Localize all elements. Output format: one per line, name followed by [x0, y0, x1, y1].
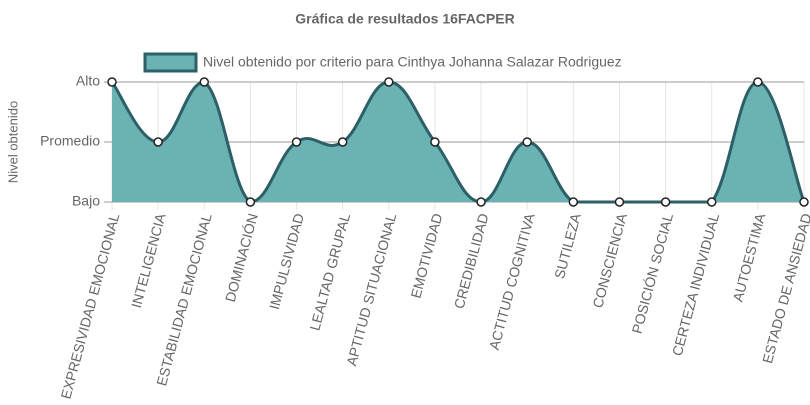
point — [199, 77, 210, 87]
legend-swatch — [143, 52, 198, 73]
point — [245, 197, 256, 207]
x-tick-label: POSICIÓN SOCIAL — [629, 211, 677, 335]
x-tick-label: SUTILEZA — [551, 211, 584, 280]
x-tick-label: IMPULSIVIDAD — [266, 212, 307, 312]
y-tick-label: Alto — [76, 73, 100, 89]
x-tick-label: CERTEZA INDIVIDUAL — [669, 211, 722, 357]
x-tick-label: INTELIGENCIA — [128, 211, 169, 310]
x-tick-label: AUTOESTIMA — [729, 211, 768, 303]
point — [430, 137, 440, 147]
x-tick-label: EMOTIVIDAD — [407, 212, 445, 300]
x-tick-label: APTITUD SITUACIONAL — [343, 211, 399, 367]
point — [476, 197, 486, 207]
point — [568, 197, 579, 207]
point — [291, 137, 302, 147]
point — [614, 197, 625, 207]
point — [337, 137, 348, 147]
x-tick-label: CONSCIENCIA — [589, 211, 630, 310]
point — [153, 137, 163, 147]
y-tick-label: Promedio — [40, 133, 100, 149]
point — [384, 77, 394, 87]
point — [660, 197, 671, 207]
x-tick-label: LEALTAD GRUPAL — [306, 211, 353, 332]
y-tick-label: Bajo — [72, 193, 100, 209]
x-tick-label: EXPRESIVIDAD EMOCIONAL — [57, 211, 122, 400]
x-tick-label: CREDIBILIDAD — [451, 212, 492, 311]
x-tick-label: ACTITUD COGNITIVA — [486, 211, 538, 352]
point — [522, 137, 532, 147]
area — [112, 82, 804, 202]
point — [107, 77, 117, 87]
y-axis-label: Nivel obtenido — [5, 101, 20, 183]
legend-label: Nivel obtenido por criterio para Cinthya… — [203, 54, 622, 70]
point — [706, 197, 717, 207]
point — [753, 77, 763, 87]
chart-title: Gráfica de resultados 16FACPER — [295, 11, 514, 27]
x-tick-label: DOMINACIÓN — [222, 212, 261, 304]
point — [799, 197, 809, 207]
x-tick-label: ESTADO DE ANSIEDAD — [759, 212, 810, 365]
